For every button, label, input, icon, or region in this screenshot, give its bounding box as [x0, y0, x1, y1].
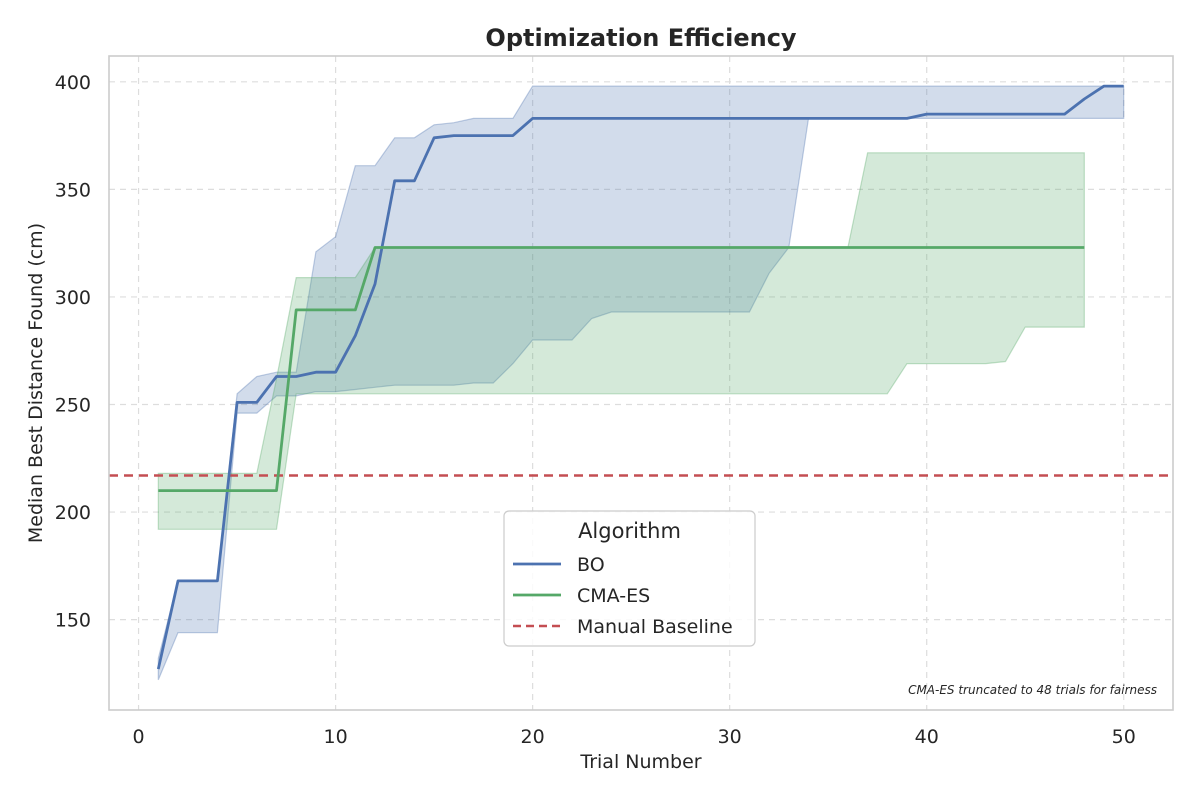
y-tick-label: 300: [55, 287, 91, 309]
line-layer: [109, 84, 1173, 670]
plot-frame: [108, 55, 1174, 711]
chart-title: Optimization Efficiency: [485, 24, 797, 52]
y-tick-label: 150: [55, 610, 91, 632]
series-bo-band: [157, 85, 1125, 681]
tick-layer: 0 10 20 30 40 50 150 200 250 300 350 400: [55, 72, 1136, 748]
series-cma-es-line: [158, 246, 1085, 492]
x-tick-label: 0: [133, 726, 145, 748]
series-bo-line: [156, 84, 1124, 670]
y-tick-label: 200: [55, 502, 91, 524]
x-tick-label: 20: [521, 726, 545, 748]
x-tick-label: 10: [323, 726, 347, 748]
x-tick-label: 40: [915, 726, 939, 748]
legend-title: Algorithm: [578, 519, 681, 543]
x-axis-title: Trial Number: [579, 751, 701, 773]
x-tick-label: 30: [718, 726, 742, 748]
legend-box: [503, 510, 756, 647]
legend: Algorithm BO CMA-ES Manual Baseline: [503, 510, 756, 647]
legend-label-cmaes: CMA-ES: [577, 585, 650, 607]
y-tick-label: 350: [55, 179, 91, 201]
y-tick-label: 250: [55, 395, 91, 417]
y-tick-label: 400: [55, 72, 91, 94]
truncation-note: CMA-ES truncated to 48 trials for fairne…: [908, 683, 1157, 697]
legend-label-bo: BO: [577, 554, 605, 576]
y-axis-title: Median Best Distance Found (cm): [25, 223, 47, 543]
x-tick-label: 50: [1112, 726, 1136, 748]
legend-label-baseline: Manual Baseline: [577, 616, 733, 638]
